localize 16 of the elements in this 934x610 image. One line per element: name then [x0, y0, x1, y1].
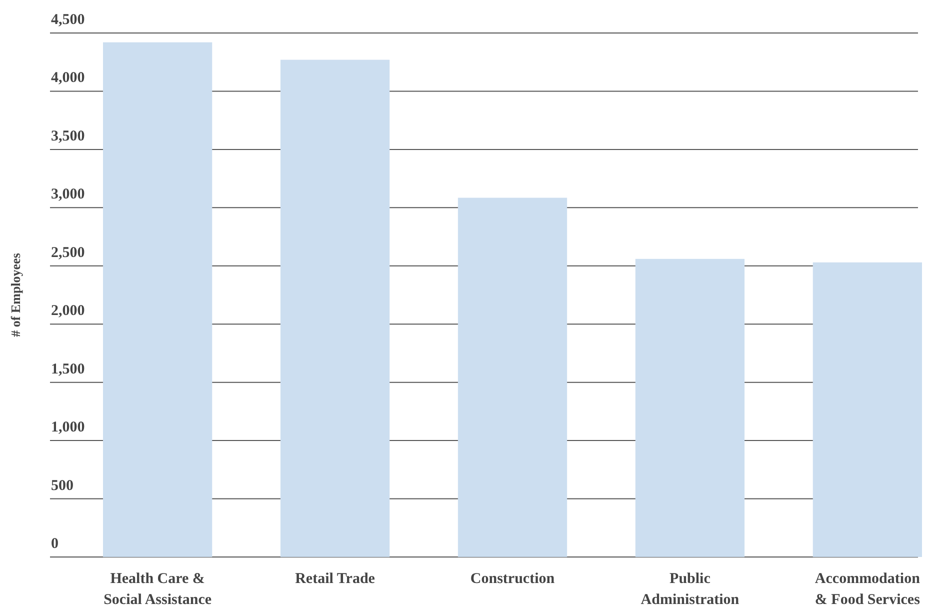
y-tick-label: 3,500 [51, 128, 85, 144]
x-tick-label: Health Care & Social Assistance [104, 571, 212, 608]
y-tick-label: 2,000 [51, 303, 85, 320]
y-tick-label: 1,500 [51, 361, 85, 378]
y-tick-label: 2,500 [51, 244, 85, 261]
x-tick-label: Accommodation & Food Services [814, 571, 921, 608]
y-tick-label: 3,000 [51, 186, 85, 203]
y-tick-label: 4,000 [51, 70, 85, 86]
y-tick-label: 500 [51, 478, 74, 494]
y-tick-label: 4,500 [51, 12, 85, 28]
y-tick-label: 1,000 [51, 420, 85, 436]
x-tick-label: Public Administration [640, 571, 740, 608]
y-axis-title: # of Employees [8, 253, 23, 337]
x-tick-label: Retail Trade [295, 571, 376, 587]
y-tick-label: 0 [51, 536, 58, 552]
x-tick-label: Construction [470, 571, 556, 587]
